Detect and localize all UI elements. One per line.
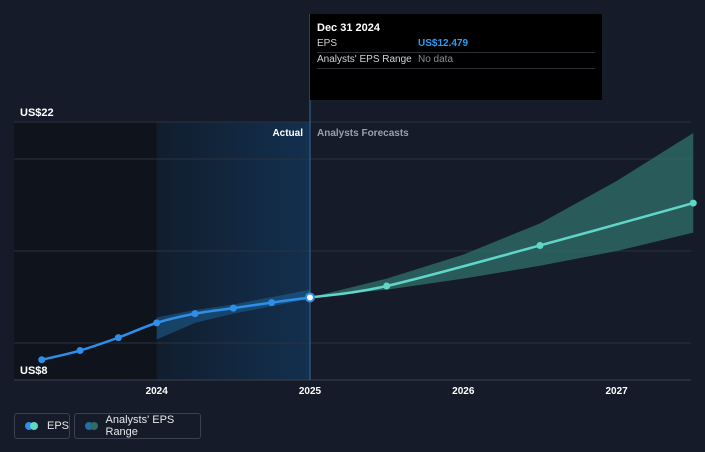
tooltip-eps-label: EPS <box>317 38 338 49</box>
actual-section-label: Actual <box>272 128 303 139</box>
legend-eps-label: EPS <box>46 420 69 432</box>
tooltip: Dec 31 2024 EPS US$12.479 Analysts' EPS … <box>310 14 602 100</box>
eps-point <box>229 304 237 312</box>
eps-forecast-point <box>689 199 697 207</box>
tooltip-range-label: Analysts' EPS Range <box>317 54 412 65</box>
eps-point <box>268 299 276 307</box>
range-legend-icon <box>85 422 100 430</box>
tooltip-range-value: No data <box>418 54 454 65</box>
eps-legend-icon <box>25 422 41 430</box>
eps-point <box>76 347 84 355</box>
y-axis-max-label: US$22 <box>20 107 54 119</box>
legend-range-button[interactable]: Analysts' EPS Range <box>74 413 201 439</box>
y-axis-min-label: US$8 <box>20 365 48 377</box>
eps-forecast-point <box>536 241 544 249</box>
eps-point <box>153 319 161 327</box>
x-tick-label: 2026 <box>452 386 475 397</box>
x-tick-label: 2024 <box>146 386 169 397</box>
eps-forecast-line <box>309 201 694 299</box>
eps-point-selected <box>305 292 315 303</box>
forecast-eps-range-area <box>310 133 694 298</box>
legend-eps-button[interactable]: EPS <box>14 413 70 439</box>
eps-point <box>191 310 199 318</box>
eps-point <box>38 356 46 364</box>
x-tick-label: 2027 <box>605 386 628 397</box>
tooltip-date: Dec 31 2024 <box>317 22 380 34</box>
tooltip-eps-row: EPS US$12.479 <box>317 36 595 53</box>
forecast-section-label: Analysts Forecasts <box>317 128 409 139</box>
legend-range-label: Analysts' EPS Range <box>105 414 175 438</box>
eps-point <box>114 334 122 342</box>
tooltip-range-row: Analysts' EPS Range No data <box>317 52 595 69</box>
x-tick-label: 2025 <box>299 386 322 397</box>
tooltip-eps-value: US$12.479 <box>418 38 469 49</box>
eps-forecast-point <box>383 282 391 290</box>
